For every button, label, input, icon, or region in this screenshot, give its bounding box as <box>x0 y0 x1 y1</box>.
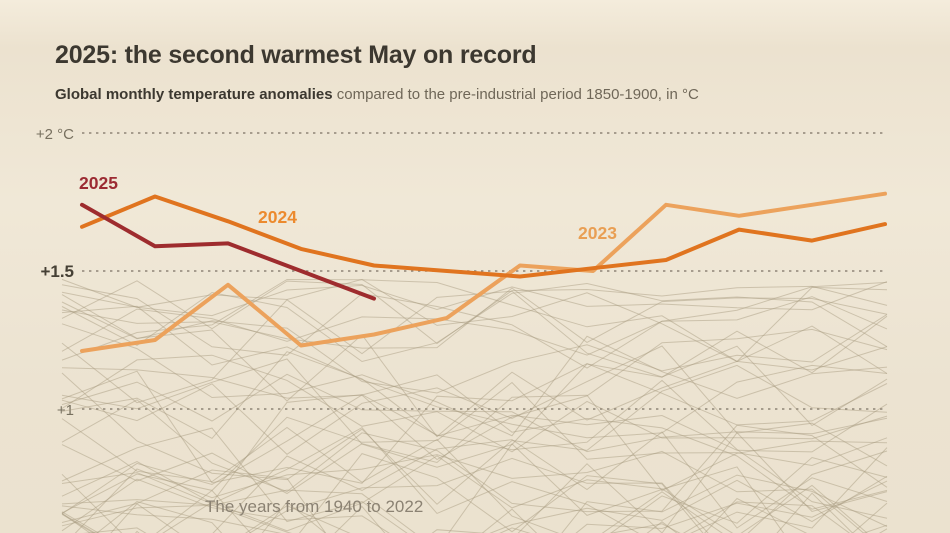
year-line <box>61 364 888 505</box>
background-year-lines <box>61 278 888 533</box>
axis-tick-label: +1.5 <box>40 262 74 281</box>
year-line <box>61 328 888 461</box>
year-line <box>74 450 865 533</box>
year-line <box>61 294 888 438</box>
year-line <box>561 474 888 533</box>
series-label-2024: 2024 <box>258 207 297 227</box>
year-line <box>61 469 854 533</box>
year-line <box>61 443 888 533</box>
chart-header: 2025: the second warmest May on record G… <box>55 41 699 103</box>
year-line <box>96 480 888 533</box>
year-line <box>61 427 888 533</box>
year-line <box>61 501 851 533</box>
year-line <box>61 323 888 437</box>
year-line <box>61 354 888 453</box>
year-line <box>61 478 888 533</box>
year-line <box>61 290 888 427</box>
year-line <box>61 426 888 533</box>
year-line <box>61 296 888 356</box>
year-line <box>61 418 888 533</box>
year-line <box>61 399 888 513</box>
series-line-2024 <box>80 194 887 279</box>
year-line <box>61 381 888 514</box>
page-subtitle: Global monthly temperature anomalies com… <box>55 86 699 103</box>
year-line <box>61 431 888 533</box>
subtitle-emphasis: Global monthly temperature anomalies <box>55 85 333 103</box>
year-line <box>61 351 888 453</box>
year-line <box>61 431 888 533</box>
series-label-2025: 2025 <box>79 173 118 193</box>
year-line <box>61 456 888 533</box>
background-note: The years from 1940 to 2022 <box>205 497 423 516</box>
series-line-2025 <box>80 202 376 301</box>
year-line <box>61 305 888 439</box>
year-line <box>162 455 868 533</box>
year-line <box>61 281 888 369</box>
year-line <box>61 278 888 363</box>
year-line <box>61 499 513 533</box>
year-line <box>61 280 888 345</box>
page-title: 2025: the second warmest May on record <box>55 41 537 69</box>
year-line <box>83 453 704 533</box>
axis-tick-label: +2 °C <box>36 126 74 143</box>
year-line <box>61 345 888 467</box>
year-line <box>61 287 888 349</box>
subtitle-detail: compared to the pre-industrial period 18… <box>332 85 699 103</box>
year-line <box>61 363 888 484</box>
year-line <box>61 301 888 394</box>
series-label-2023: 2023 <box>578 223 617 243</box>
axis-tick-label: +1 <box>57 402 74 419</box>
year-line <box>61 278 888 374</box>
year-line <box>61 379 888 519</box>
year-line <box>61 315 888 468</box>
year-line <box>61 374 888 515</box>
year-line <box>61 497 808 533</box>
year-line <box>61 282 888 363</box>
year-line <box>248 457 709 533</box>
year-line <box>61 513 681 533</box>
year-line <box>61 394 888 495</box>
series-line-2023 <box>80 191 887 353</box>
year-line <box>61 373 888 453</box>
